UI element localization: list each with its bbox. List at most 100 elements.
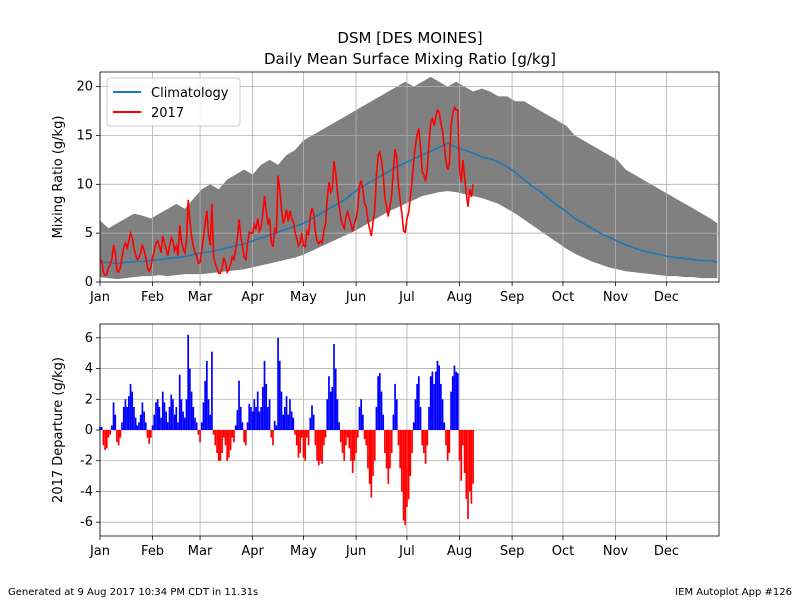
bar bbox=[234, 425, 237, 430]
bar bbox=[183, 417, 186, 430]
bar bbox=[272, 430, 274, 446]
bar bbox=[421, 430, 424, 446]
bar bbox=[428, 406, 430, 430]
bar bbox=[378, 373, 381, 430]
x-tick-label: Jun bbox=[345, 544, 366, 559]
bar bbox=[129, 383, 132, 430]
bar bbox=[205, 360, 208, 430]
bar bbox=[412, 422, 415, 430]
bar bbox=[472, 430, 474, 484]
bar bbox=[467, 430, 469, 520]
bar bbox=[204, 380, 206, 430]
bar bbox=[168, 406, 171, 430]
bar bbox=[165, 411, 167, 430]
bar bbox=[243, 430, 245, 443]
bar bbox=[119, 430, 122, 438]
bar bbox=[275, 425, 278, 430]
bar bbox=[261, 386, 264, 430]
bar bbox=[217, 430, 220, 461]
bar bbox=[228, 430, 230, 458]
bar bbox=[141, 402, 144, 430]
bar bbox=[324, 430, 327, 438]
bar bbox=[211, 351, 213, 430]
bar bbox=[404, 430, 407, 526]
bar bbox=[155, 402, 157, 430]
x-tick-label: Jan bbox=[89, 544, 110, 559]
bar bbox=[470, 430, 473, 504]
bar bbox=[326, 399, 329, 430]
bar bbox=[270, 430, 273, 438]
bar bbox=[370, 430, 373, 498]
bar bbox=[423, 430, 425, 454]
bar bbox=[363, 430, 366, 440]
bar bbox=[112, 402, 115, 430]
bar bbox=[321, 430, 324, 464]
bar bbox=[300, 430, 303, 438]
bar bbox=[343, 430, 346, 461]
bar bbox=[114, 414, 117, 430]
bar bbox=[214, 430, 217, 446]
bar bbox=[375, 406, 378, 430]
bar bbox=[451, 376, 454, 430]
bar bbox=[384, 430, 386, 454]
bar bbox=[278, 360, 281, 430]
bar bbox=[456, 373, 459, 430]
bar bbox=[267, 406, 269, 430]
bar bbox=[161, 391, 164, 430]
bar bbox=[377, 376, 379, 430]
bar bbox=[460, 430, 463, 481]
bar bbox=[392, 414, 395, 430]
y-tick-label: 0 bbox=[85, 423, 93, 438]
bar bbox=[440, 383, 442, 430]
bar bbox=[350, 430, 352, 461]
bar bbox=[351, 430, 354, 474]
bar bbox=[172, 399, 174, 430]
bar bbox=[360, 399, 363, 430]
legend-label: Climatology bbox=[151, 86, 229, 101]
bar bbox=[462, 430, 464, 446]
bar bbox=[307, 430, 310, 446]
bar bbox=[399, 430, 402, 469]
y-tick-label: 15 bbox=[76, 128, 93, 143]
bar bbox=[433, 383, 435, 430]
bar bbox=[122, 406, 125, 430]
x-tick-label: Aug bbox=[447, 290, 472, 305]
x-tick-label: Apr bbox=[241, 544, 264, 559]
x-tick-label: Feb bbox=[141, 290, 164, 305]
x-tick-label: Aug bbox=[447, 544, 472, 559]
y-axis-label: 2017 Departure (g/kg) bbox=[51, 357, 66, 503]
axes-frame bbox=[99, 323, 720, 537]
bar bbox=[458, 430, 461, 461]
bar bbox=[105, 430, 108, 449]
x-tick-label: Jun bbox=[345, 290, 366, 305]
bar bbox=[144, 422, 147, 430]
bar bbox=[221, 430, 223, 454]
bar bbox=[231, 430, 234, 438]
bar bbox=[285, 396, 288, 430]
bar bbox=[329, 391, 332, 430]
bar bbox=[334, 368, 337, 430]
bar bbox=[295, 430, 298, 446]
bar bbox=[284, 406, 286, 430]
bar bbox=[158, 406, 161, 430]
bar bbox=[411, 430, 413, 454]
bar bbox=[258, 411, 261, 430]
bar bbox=[394, 383, 396, 430]
y-axis-label: Mixing Ratio (g/kg) bbox=[51, 116, 66, 239]
bar bbox=[117, 430, 120, 446]
bar bbox=[443, 422, 446, 430]
bar bbox=[401, 430, 403, 492]
bar bbox=[143, 411, 145, 430]
bar bbox=[304, 430, 307, 461]
axes-frame bbox=[99, 71, 720, 283]
bar bbox=[434, 371, 437, 430]
bar bbox=[255, 406, 257, 430]
bar bbox=[268, 399, 271, 430]
bar bbox=[368, 430, 371, 484]
bar bbox=[367, 430, 369, 469]
x-tick-label: May bbox=[290, 290, 317, 305]
bar bbox=[194, 417, 196, 430]
bar bbox=[455, 371, 457, 430]
x-tick-label: Dec bbox=[654, 544, 679, 559]
